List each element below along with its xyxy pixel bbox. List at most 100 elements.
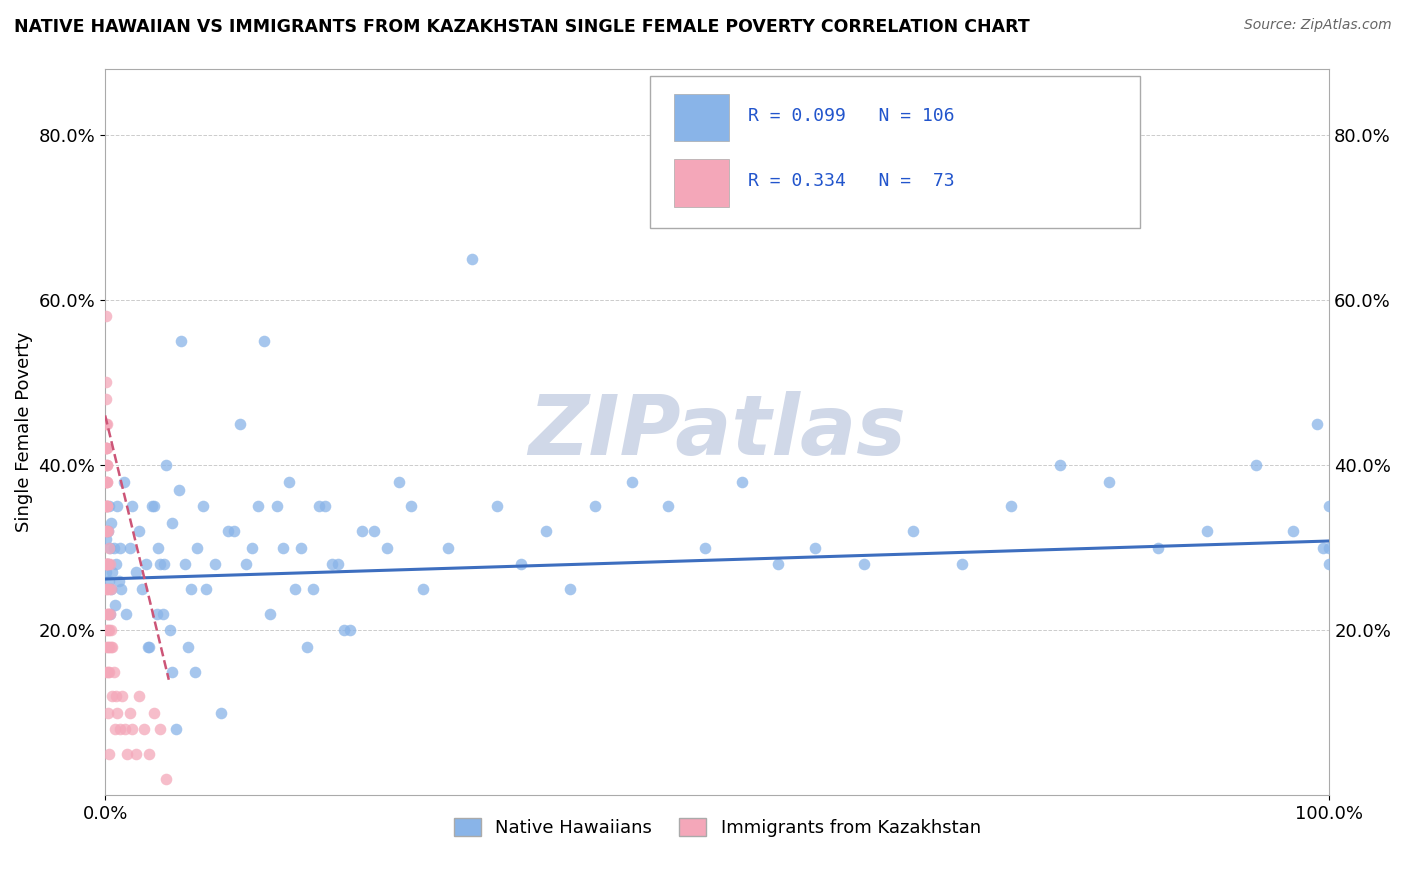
Point <box>97 706 120 720</box>
Point <box>155 772 177 786</box>
Point <box>804 541 827 555</box>
Point <box>1195 524 1218 538</box>
Point <box>155 458 177 472</box>
Point <box>100 640 122 654</box>
Point <box>125 566 148 580</box>
Point <box>399 500 422 514</box>
Point <box>534 524 557 538</box>
Point <box>125 747 148 761</box>
Point <box>149 723 172 737</box>
Point <box>510 557 533 571</box>
Point <box>240 541 263 555</box>
Point <box>308 500 330 514</box>
Point <box>98 607 121 621</box>
Point <box>105 557 128 571</box>
Point <box>560 582 582 596</box>
Point <box>253 334 276 348</box>
Point <box>97 747 120 761</box>
Point <box>138 640 160 654</box>
Point <box>173 557 195 571</box>
Point <box>94 557 117 571</box>
Point <box>96 533 118 547</box>
Point <box>98 640 121 654</box>
Point <box>97 640 120 654</box>
Point <box>98 607 121 621</box>
Point <box>97 557 120 571</box>
Text: ZIPatlas: ZIPatlas <box>529 392 905 473</box>
Point <box>100 582 122 596</box>
Point <box>100 582 122 596</box>
Point <box>1306 417 1329 431</box>
Point <box>94 442 117 456</box>
Point <box>162 665 184 679</box>
Legend: Native Hawaiians, Immigrants from Kazakhstan: Native Hawaiians, Immigrants from Kazakh… <box>447 811 988 845</box>
Point <box>96 607 118 621</box>
Point <box>1317 541 1340 555</box>
Point <box>333 624 356 638</box>
Point <box>290 541 312 555</box>
Point <box>94 640 117 654</box>
Point <box>97 500 120 514</box>
Point <box>149 557 172 571</box>
Point <box>853 557 876 571</box>
Point <box>100 624 122 638</box>
Point <box>98 541 121 555</box>
Point <box>94 475 117 489</box>
Point <box>143 706 166 720</box>
Point <box>104 599 127 613</box>
Point <box>107 574 129 588</box>
Point <box>461 252 484 266</box>
Point <box>271 541 294 555</box>
Text: R = 0.334   N =  73: R = 0.334 N = 73 <box>748 172 955 190</box>
Point <box>159 624 181 638</box>
Point <box>295 640 318 654</box>
Point <box>96 475 118 489</box>
Point <box>96 557 118 571</box>
Point <box>101 640 124 654</box>
Point <box>103 665 125 679</box>
Point <box>363 524 385 538</box>
FancyBboxPatch shape <box>675 160 730 207</box>
Point <box>177 640 200 654</box>
Point <box>128 524 150 538</box>
Point <box>97 624 120 638</box>
Point <box>96 500 118 514</box>
Point <box>115 747 138 761</box>
Point <box>170 334 193 348</box>
Point <box>96 392 118 406</box>
Point <box>94 310 117 324</box>
Point <box>183 665 205 679</box>
Point <box>950 557 973 571</box>
Point <box>105 706 128 720</box>
Point <box>165 723 187 737</box>
Point <box>1098 475 1121 489</box>
Point <box>266 500 288 514</box>
FancyBboxPatch shape <box>650 76 1139 228</box>
Point <box>1281 524 1303 538</box>
Point <box>97 607 120 621</box>
Point <box>96 475 118 489</box>
Point <box>111 690 134 704</box>
Point <box>1317 557 1340 571</box>
Point <box>101 566 124 580</box>
Point <box>96 524 118 538</box>
Point <box>118 541 141 555</box>
Point <box>94 458 117 472</box>
Point <box>731 475 754 489</box>
Point <box>326 557 349 571</box>
Point <box>94 582 117 596</box>
Point <box>98 557 121 571</box>
Point <box>115 607 138 621</box>
Point <box>352 524 374 538</box>
Point <box>1312 541 1334 555</box>
Point <box>96 500 118 514</box>
Point <box>768 557 790 571</box>
Point <box>229 417 252 431</box>
Point <box>114 723 136 737</box>
Point <box>145 607 167 621</box>
Point <box>136 640 159 654</box>
Point <box>97 557 120 571</box>
Point <box>96 458 118 472</box>
Point <box>1049 458 1071 472</box>
Point <box>104 723 127 737</box>
